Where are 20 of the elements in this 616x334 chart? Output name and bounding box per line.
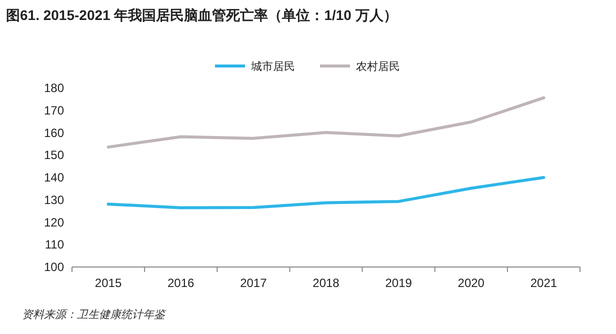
legend-label: 农村居民 <box>356 60 400 73</box>
y-tick-label: 160 <box>44 126 64 140</box>
x-tick-label: 2016 <box>168 276 195 290</box>
chart-title: 图61. 2015-2021 年我国居民脑血管死亡率（单位：1/10 万人） <box>6 7 398 23</box>
y-tick-label: 130 <box>44 192 64 207</box>
legend-label: 城市居民 <box>250 60 295 73</box>
text: 资料来源：卫生健康统计年鉴 <box>22 308 167 321</box>
x-tick-label: 2019 <box>385 276 412 290</box>
y-tick-label: 170 <box>44 103 64 118</box>
x-tick-label: 2017 <box>240 276 268 290</box>
x-tick-label: 2020 <box>458 276 485 290</box>
x-tick-label: 2018 <box>312 276 340 290</box>
x-tick-label: 2015 <box>94 276 122 290</box>
y-tick-label: 110 <box>44 238 64 252</box>
y-tick-label: 140 <box>44 170 64 184</box>
y-tick-label: 120 <box>44 215 64 230</box>
y-tick-label: 100 <box>44 260 64 274</box>
x-tick-label: 2021 <box>530 276 558 290</box>
y-tick-label: 150 <box>44 148 64 162</box>
y-tick-label: 180 <box>44 81 64 95</box>
